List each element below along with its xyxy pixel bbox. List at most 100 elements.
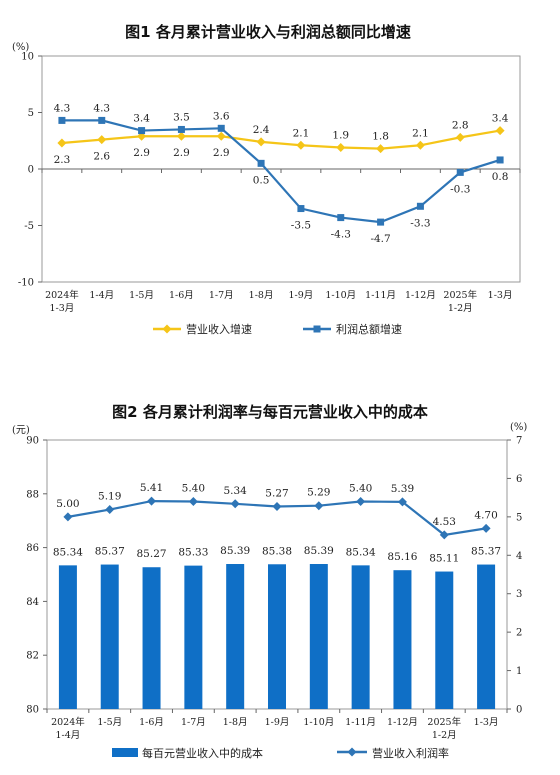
chart2-x-tick-label: 2025年 bbox=[427, 716, 461, 728]
chart2-margin-point bbox=[63, 512, 73, 522]
chart1-revenue-data-label: 2.9 bbox=[213, 147, 230, 159]
chart2-left-tick-label: 90 bbox=[26, 436, 39, 447]
chart2-cost-data-label: 85.11 bbox=[429, 553, 459, 565]
chart1-x-tick-label: 1-12月 bbox=[405, 290, 436, 301]
chart-2: 图2 各月累计利润率与每百元营业收入中的成本 (元) (%) 90 88 86 84 8… bbox=[12, 403, 527, 760]
chart1-x-tick-label-line2: 1-2月 bbox=[448, 303, 473, 314]
chart1-y-tick-label: 10 bbox=[21, 52, 34, 63]
chart1-profit-point bbox=[217, 124, 225, 132]
chart1-y-tick-label: -5 bbox=[24, 221, 34, 232]
chart2-cost-data-label: 85.27 bbox=[137, 548, 167, 560]
chart1-x-tick-label: 2025年 bbox=[443, 289, 477, 301]
chart1-revenue-point bbox=[455, 132, 465, 142]
chart1-profit-data-label: -4.3 bbox=[331, 229, 351, 241]
chart2-margin-data-label: 5.00 bbox=[56, 498, 79, 510]
chart2-legend-bars: 每百元营业收入中的成本 bbox=[142, 746, 263, 760]
chart2-cost-bar bbox=[184, 565, 203, 709]
chart1-legend-series1: 营业收入增速 bbox=[186, 322, 252, 336]
chart1-profit-point bbox=[58, 116, 66, 124]
chart2-margin-data-label: 5.27 bbox=[265, 487, 288, 499]
legend-bar-swatch bbox=[112, 748, 138, 757]
chart2-cost-data-label: 85.33 bbox=[178, 547, 208, 559]
chart1-profit-data-label: -0.3 bbox=[450, 183, 470, 195]
chart2-margin-data-label: 5.19 bbox=[98, 491, 121, 503]
chart1-profit-point bbox=[377, 218, 385, 226]
chart1-revenue-point bbox=[415, 140, 425, 150]
chart2-legend: 每百元营业收入中的成本 营业收入利润率 bbox=[112, 746, 449, 760]
chart2-left-tick-label: 82 bbox=[26, 651, 39, 662]
chart1-profit-point bbox=[416, 202, 424, 210]
chart1-revenue-data-label: 1.9 bbox=[332, 130, 349, 142]
chart2-right-tick-label: 7 bbox=[516, 436, 522, 447]
chart2-x-tick-label: 1-12月 bbox=[387, 717, 418, 728]
chart2-right-tick-label: 4 bbox=[516, 551, 522, 562]
chart2-cost-data-label: 85.37 bbox=[471, 546, 501, 558]
chart2-cost-data-label: 85.34 bbox=[346, 546, 376, 558]
chart2-margin-data-label: 4.70 bbox=[474, 509, 497, 521]
chart1-profit-point bbox=[297, 205, 305, 213]
chart2-left-unit: (元) bbox=[12, 425, 30, 436]
chart2-x-tick-label: 1-8月 bbox=[223, 717, 248, 728]
chart1-revenue-point bbox=[176, 131, 186, 141]
chart1-profit-data-label: 3.5 bbox=[173, 111, 190, 123]
chart2-right-tick-label: 1 bbox=[516, 666, 522, 677]
chart2-cost-bar bbox=[351, 565, 370, 709]
chart2-left-tick-label: 88 bbox=[26, 489, 39, 500]
chart1-revenue-data-label: 2.4 bbox=[253, 124, 270, 136]
chart1-x-tick-label: 1-8月 bbox=[249, 290, 274, 301]
chart2-margin-point bbox=[147, 496, 157, 506]
chart2-cost-bar bbox=[393, 570, 412, 709]
chart2-margin-point bbox=[314, 501, 324, 511]
chart2-margin-data-label: 5.40 bbox=[349, 482, 372, 494]
chart1-profit-data-label: 0.5 bbox=[253, 174, 270, 186]
chart2-right-unit: (%) bbox=[510, 422, 527, 433]
chart2-left-tick-label: 86 bbox=[26, 543, 39, 554]
chart1-y-tick-label: -10 bbox=[18, 278, 34, 289]
chart1-revenue-point bbox=[256, 137, 266, 147]
chart2-margin-data-label: 5.34 bbox=[223, 485, 247, 497]
chart1-profit-data-label: 3.6 bbox=[213, 110, 230, 122]
chart2-x-tick-label-line2: 1-4月 bbox=[56, 730, 81, 741]
chart2-cost-bar bbox=[268, 564, 286, 709]
chart2-cost-bar bbox=[226, 564, 245, 709]
chart2-margin-data-label: 5.40 bbox=[182, 482, 205, 494]
chart1-x-tick-label: 1-3月 bbox=[488, 290, 513, 301]
chart1-series-revenue-line bbox=[61, 129, 501, 150]
legend-diamond-icon bbox=[162, 324, 172, 334]
chart2-x-tick-label: 1-11月 bbox=[345, 717, 376, 728]
chart1-revenue-point bbox=[57, 138, 67, 148]
chart2-margin-point bbox=[230, 499, 240, 509]
chart1-revenue-data-label: 1.8 bbox=[372, 131, 389, 143]
chart1-revenue-point bbox=[296, 140, 306, 150]
chart-1: 图1 各月累计营业收入与利润总额同比增速 (%) 10 5 0 -5 -10 2024年 1… bbox=[12, 23, 521, 336]
chart2-cost-data-label: 85.37 bbox=[95, 546, 125, 558]
chart1-profit-data-label: -3.3 bbox=[410, 217, 430, 229]
chart2-margin-data-label: 4.53 bbox=[433, 516, 456, 528]
chart1-y-tick-label: 5 bbox=[28, 108, 34, 119]
chart1-profit-point bbox=[98, 116, 106, 124]
chart1-x-tick-label: 2024年 bbox=[45, 289, 79, 301]
chart1-profit-point bbox=[496, 156, 504, 164]
chart2-x-tick-label: 2024年 bbox=[51, 716, 85, 728]
chart2-x-tick-label-line2: 1-2月 bbox=[432, 730, 457, 741]
chart1-title: 图1 各月累计营业收入与利润总额同比增速 bbox=[125, 23, 411, 41]
chart2-margin-point bbox=[272, 501, 282, 511]
chart1-y-unit: (%) bbox=[12, 42, 29, 53]
chart2-cost-data-label: 85.38 bbox=[262, 545, 292, 557]
chart1-revenue-data-label: 2.9 bbox=[173, 147, 190, 159]
chart2-margin-point bbox=[397, 497, 407, 507]
chart1-revenue-data-label: 2.1 bbox=[293, 127, 310, 139]
chart2-left-tick-label: 84 bbox=[26, 597, 39, 608]
chart2-margin-data-label: 5.29 bbox=[307, 487, 330, 499]
chart2-margin-point bbox=[356, 496, 366, 506]
chart2-right-tick-label: 3 bbox=[516, 589, 522, 600]
chart1-revenue-point bbox=[216, 131, 226, 141]
chart1-profit-point bbox=[257, 159, 265, 167]
chart2-margin-data-label: 5.41 bbox=[140, 482, 163, 494]
chart1-x-tick-label: 1-7月 bbox=[209, 290, 234, 301]
chart2-margin-point bbox=[481, 523, 491, 533]
chart2-margin-point bbox=[105, 505, 115, 515]
chart2-x-tick-label: 1-9月 bbox=[265, 717, 290, 728]
chart1-profit-point bbox=[138, 127, 146, 135]
chart1-revenue-data-label: 2.1 bbox=[412, 127, 429, 139]
